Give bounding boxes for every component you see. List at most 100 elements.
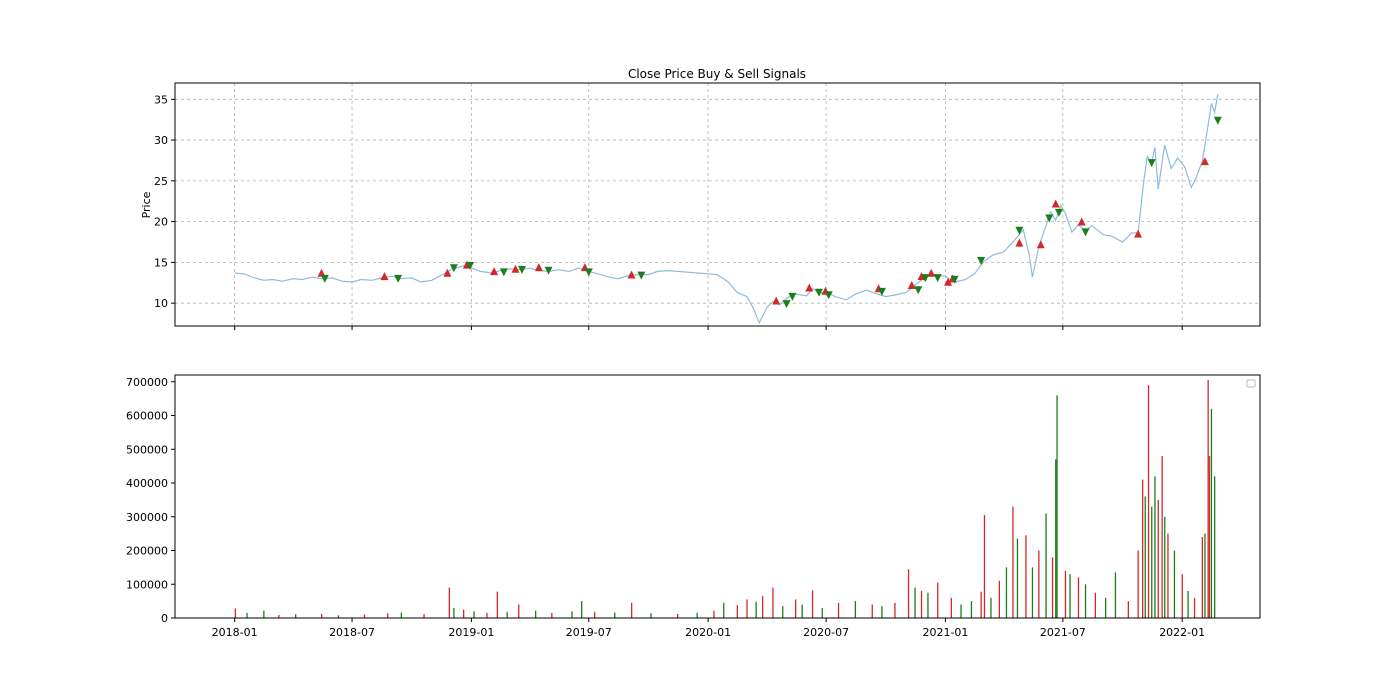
volume-bar	[1012, 506, 1014, 618]
volume-bar	[980, 591, 982, 618]
volume-bar	[914, 587, 916, 618]
volume-bar	[1084, 584, 1087, 619]
legend-box	[1246, 379, 1256, 388]
y-tick-label: 600000	[126, 410, 168, 423]
sell-signal-marker	[449, 264, 458, 273]
sell-signal-marker	[320, 274, 329, 283]
volume-bar	[321, 614, 323, 618]
x-tick-label: 2022-01	[1159, 626, 1205, 639]
volume-bar	[1164, 516, 1166, 619]
volume-bar	[920, 591, 923, 618]
volume-bar	[1151, 506, 1153, 618]
x-tick-label: 2018-01	[212, 626, 258, 639]
volume-bar	[263, 610, 265, 618]
volume-bar	[960, 604, 962, 618]
sell-signal-marker	[1015, 226, 1024, 235]
volume-bar	[363, 614, 366, 618]
volume-bar	[1077, 577, 1080, 618]
volume-bar	[337, 615, 340, 618]
buy-signal-marker	[944, 277, 953, 286]
price-x-ticks	[234, 326, 1183, 330]
y-tick-label: 15	[154, 256, 168, 269]
volume-bar	[453, 607, 455, 618]
volume-bar	[1056, 395, 1058, 619]
volume-bar	[854, 601, 856, 618]
volume-bar	[1161, 456, 1163, 618]
y-axis-label: Price	[140, 191, 153, 218]
buy-signal-marker	[927, 268, 936, 277]
y-tick-label: 400000	[126, 477, 168, 490]
price-grid	[175, 83, 1260, 326]
sell-signal-marker	[1045, 214, 1054, 223]
volume-bar	[1114, 572, 1117, 618]
volume-bar	[581, 601, 583, 618]
volume-bar	[713, 610, 715, 618]
volume-bar	[927, 592, 929, 618]
y-tick-label: 700000	[126, 376, 168, 389]
volume-bar	[1214, 476, 1216, 619]
x-tick-label: 2019-07	[566, 626, 612, 639]
volume-bar	[571, 611, 573, 619]
sell-signal-marker	[466, 261, 475, 270]
x-tick-label: 2019-01	[448, 626, 494, 639]
sell-signal-marker	[788, 292, 797, 301]
volume-bar	[387, 613, 389, 618]
sell-signal-marker	[914, 286, 923, 295]
buy-signal-marker	[443, 268, 452, 277]
volume-bar	[983, 515, 986, 618]
volume-bar	[1207, 380, 1209, 618]
volume-bar	[1187, 591, 1189, 618]
volume-bar	[837, 602, 840, 618]
volume-bar	[473, 611, 475, 619]
volume-bar	[881, 606, 883, 618]
volume-bar	[1105, 597, 1107, 619]
sell-signal-marker	[933, 274, 942, 283]
sell-signal-marker	[950, 275, 959, 284]
y-tick-label: 200000	[126, 545, 168, 558]
buy-signal-marker	[1051, 199, 1060, 208]
volume-bar	[1147, 385, 1150, 618]
sell-signal-marker	[499, 268, 508, 277]
volume-bar	[1005, 567, 1008, 618]
volume-bar	[1127, 601, 1129, 618]
x-tick-label: 2021-01	[922, 626, 968, 639]
buy-signal-marker	[380, 272, 389, 281]
sell-signal-marker	[977, 256, 986, 265]
buy-signal-marker	[511, 264, 520, 273]
volume-bar	[782, 606, 784, 618]
chart-title: Close Price Buy & Sell Signals	[628, 67, 806, 81]
buy-signal-marker	[772, 296, 781, 305]
volume-bar	[998, 580, 1000, 618]
x-tick-label: 2018-07	[329, 626, 375, 639]
volume-bar	[1055, 459, 1057, 618]
volume-bar	[736, 605, 738, 618]
y-tick-label: 35	[154, 93, 168, 106]
volume-plot-frame	[174, 374, 1261, 619]
volume-bar	[400, 612, 402, 618]
x-tick-label: 2021-07	[1040, 626, 1086, 639]
volume-bar	[795, 599, 797, 618]
volume-bar	[631, 602, 633, 618]
volume-bar	[448, 587, 450, 618]
volume-bar	[762, 596, 764, 618]
volume-bar	[295, 614, 297, 618]
volume-bar	[677, 614, 679, 618]
volume-bar	[801, 604, 803, 618]
x-tick-label: 2020-07	[803, 626, 849, 639]
volume-bar	[723, 602, 725, 618]
y-tick-label: 10	[154, 297, 168, 310]
volume-bar	[1025, 535, 1027, 618]
price-panel: Close Price Buy & Sell Signals Price 10 1…	[140, 67, 1261, 330]
sell-signal-marker	[1054, 208, 1063, 217]
volume-bar	[463, 609, 465, 618]
volume-bar	[970, 601, 973, 618]
volume-bar	[746, 599, 748, 618]
volume-bar	[1210, 408, 1213, 619]
volume-bar	[1031, 567, 1034, 618]
buy-signal-markers	[317, 157, 1209, 305]
volume-bar	[1051, 557, 1054, 619]
price-plot-frame	[174, 82, 1261, 327]
volume-bar	[246, 612, 248, 618]
